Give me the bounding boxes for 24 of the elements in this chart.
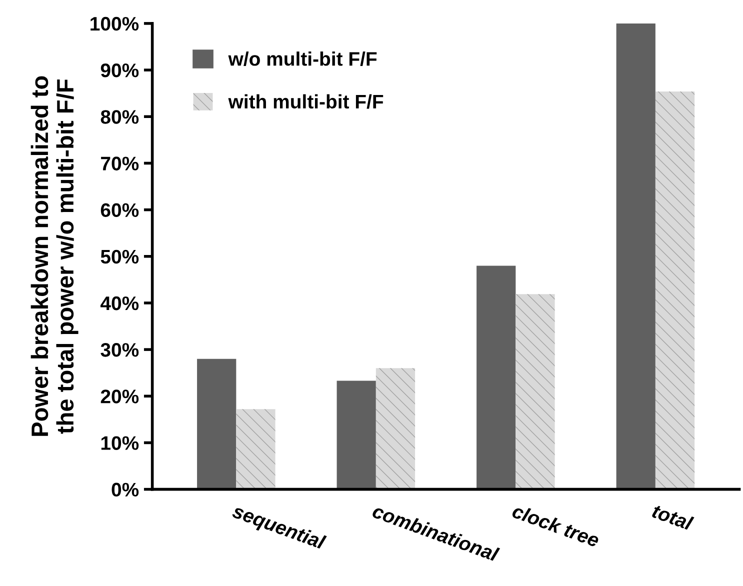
y-tick-label: 100% xyxy=(90,16,139,31)
bar xyxy=(655,91,695,490)
bar xyxy=(197,358,236,490)
y-tick-label: 90% xyxy=(100,63,139,78)
bar xyxy=(376,368,416,490)
y-tick-label: 60% xyxy=(100,203,139,218)
bar xyxy=(616,23,656,490)
y-tick-label: 20% xyxy=(100,390,139,404)
y-tick-label: 50% xyxy=(100,250,139,264)
y-tick-label: 80% xyxy=(100,110,139,124)
y-tick-label: 70% xyxy=(101,156,139,170)
x-tick-label: total xyxy=(651,503,694,531)
y-tick-label: 30% xyxy=(100,343,139,357)
bar xyxy=(336,380,376,490)
y-tick-label: 10% xyxy=(101,436,139,450)
y-tick-label: 0% xyxy=(112,482,139,497)
bar xyxy=(236,409,276,490)
y-tick-label: 40% xyxy=(100,296,139,310)
x-tick-label: clock tree xyxy=(511,503,600,548)
bar xyxy=(516,294,555,490)
legend-label: w/o multi-bit F/F xyxy=(228,52,377,66)
legend-label: with multi-bit F/F xyxy=(228,94,384,109)
y-axis-title: Power breakdown normalized to the total power w/o multi-bit F/F xyxy=(30,76,78,436)
bar xyxy=(476,266,516,490)
